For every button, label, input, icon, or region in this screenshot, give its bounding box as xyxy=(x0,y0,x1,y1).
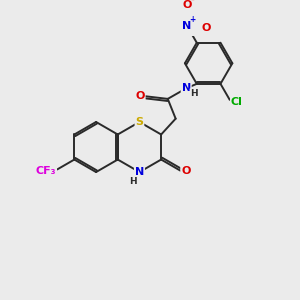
Text: +: + xyxy=(190,15,196,24)
Text: -: - xyxy=(191,0,194,4)
Text: N: N xyxy=(182,83,191,93)
Text: O: O xyxy=(181,166,190,176)
Text: N: N xyxy=(135,167,144,177)
Text: H: H xyxy=(190,89,198,98)
Text: O: O xyxy=(202,23,211,33)
Text: O: O xyxy=(182,0,192,10)
Text: Cl: Cl xyxy=(231,97,243,107)
Text: S: S xyxy=(135,117,143,127)
Text: N: N xyxy=(182,21,191,31)
Text: H: H xyxy=(129,177,137,186)
Text: O: O xyxy=(135,91,145,101)
Text: CF₃: CF₃ xyxy=(36,167,56,176)
